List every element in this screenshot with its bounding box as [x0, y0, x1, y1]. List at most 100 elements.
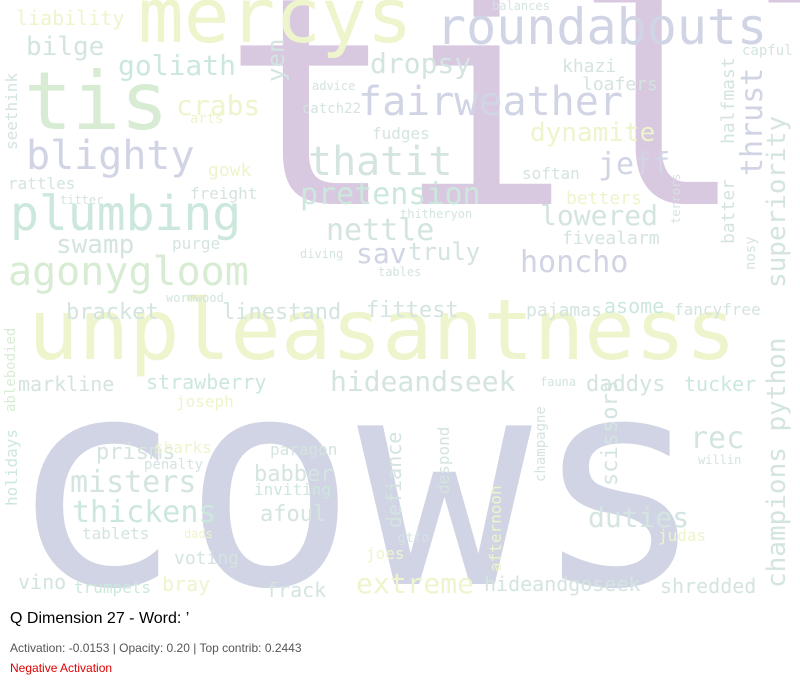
word-penalty: penalty: [144, 457, 204, 473]
word-babber: babber: [254, 462, 334, 487]
word-dropsy: dropsy: [370, 47, 472, 80]
word-holidays: holidays: [2, 428, 21, 506]
activation-stats: Activation: -0.0153 | Opacity: 0.20 | To…: [10, 641, 302, 655]
word-shredded: shredded: [660, 574, 757, 598]
word-gtfo: gtfo: [398, 531, 430, 546]
word-thrust: thrust: [735, 67, 770, 176]
word-rattles: rattles: [8, 174, 76, 193]
word-thickens: thickens: [72, 495, 217, 530]
word-loafers: loafers: [582, 74, 658, 95]
word-dynamite: dynamite: [530, 118, 656, 148]
word-arts: arts: [190, 111, 224, 127]
word-tablets: tablets: [82, 524, 150, 543]
word-thatit: thatit: [308, 139, 453, 185]
word-gowk: gowk: [208, 160, 252, 181]
word-liability: liability: [16, 6, 125, 30]
word-roundabouts: roundabouts: [436, 0, 768, 56]
word-seethink: seethink: [2, 72, 21, 150]
word-fairweather: fairweather: [358, 79, 623, 125]
word-tucker: tucker: [684, 372, 757, 396]
word-pajamas: pajamas: [526, 300, 602, 321]
word-hideandseek: hideandseek: [330, 365, 516, 398]
word-fivealarm: fivealarm: [562, 228, 660, 249]
word-capful: capful: [742, 43, 793, 59]
word-freight: freight: [190, 184, 258, 203]
word-daddys: daddys: [586, 372, 666, 397]
word-balances: balances: [492, 0, 550, 13]
word-sav: sav: [356, 237, 407, 270]
word-fudges: fudges: [372, 124, 430, 143]
word-ablebodied: ablebodied: [3, 327, 19, 412]
word-advice: advice: [312, 79, 356, 93]
word-vino: vino: [18, 570, 67, 594]
word-frack: frack: [266, 578, 327, 600]
word-plumbing: plumbing: [10, 186, 242, 242]
word-misters: misters: [70, 465, 197, 500]
word-softan: softan: [522, 164, 580, 183]
activation-sign-label: Negative Activation: [10, 661, 113, 675]
word-catch22: catch22: [302, 101, 362, 117]
word-agonygloom: agonygloom: [8, 249, 249, 295]
word-wormwood: wormwood: [166, 291, 224, 305]
word-champagne: champagne: [533, 406, 549, 482]
word-halfmast: halfmast: [718, 57, 739, 144]
word-afternoon: afternoon: [486, 485, 505, 572]
word-markline: markline: [18, 372, 115, 396]
word-thitheryon: thitheryon: [400, 207, 473, 221]
word-honcho: honcho: [520, 245, 629, 280]
figure-caption: Q Dimension 27 - Word: ’ Activation: -0.…: [10, 610, 790, 676]
word-goliath: goliath: [118, 49, 237, 82]
word-diving: diving: [300, 247, 344, 261]
word-judas: judas: [658, 526, 707, 545]
word-titter: titter: [60, 193, 104, 207]
word-pretension: pretension: [300, 177, 481, 212]
word-crabs: crabs: [176, 89, 261, 122]
word-duties: duties: [588, 501, 690, 534]
word-asome: asome: [604, 294, 665, 318]
word-bracket: bracket: [66, 300, 159, 325]
word-fancyfree: fancyfree: [674, 300, 761, 319]
word-sharks: sharks: [154, 438, 212, 457]
word-dads: dads: [184, 527, 213, 541]
word-bray: bray: [162, 572, 211, 596]
word-strawberry: strawberry: [146, 370, 267, 394]
word-lowered: lowered: [540, 199, 659, 232]
word-blighty: blighty: [26, 133, 195, 179]
word-afoul: afoul: [260, 502, 327, 527]
word-trumpets: trumpets: [74, 578, 152, 597]
word-tis: tis: [24, 55, 169, 148]
word-cows: cows: [8, 316, 707, 601]
word-swamp: swamp: [56, 230, 135, 260]
word-yen: yen: [262, 38, 290, 82]
word-nettle: nettle: [326, 213, 435, 248]
word-truly: truly: [408, 238, 481, 266]
word-nosy: nosy: [743, 236, 759, 270]
figure-title: Q Dimension 27 - Word: ’: [10, 610, 190, 627]
word-joseph: joseph: [176, 392, 234, 411]
word-till: till: [222, 0, 800, 273]
word-paragon: paragon: [270, 440, 338, 459]
word-tables: tables: [378, 265, 422, 279]
word-voting: voting: [174, 548, 240, 569]
word-champions-python: champions python: [762, 337, 792, 588]
word-inviting: inviting: [254, 480, 332, 499]
word-linestand: linestand: [222, 300, 342, 325]
word-fauna: fauna: [540, 375, 577, 389]
word-betters: betters: [566, 188, 642, 209]
word-prisms: prisms: [96, 440, 176, 465]
word-batter: batter: [718, 178, 739, 244]
word-joes: joes: [366, 544, 405, 563]
word-terrors: terrors: [669, 173, 683, 224]
word-extreme: extreme: [356, 567, 475, 600]
word-bilge: bilge: [26, 32, 105, 62]
word-defiance: defiance: [382, 431, 406, 528]
word-purge: purge: [172, 234, 221, 253]
word-jeff: jeff: [598, 147, 671, 182]
word-despond: despond: [434, 426, 453, 494]
word-rec: rec: [690, 421, 745, 456]
word-unpleasantness: unpleasantness: [28, 281, 737, 379]
word-willin: willin: [698, 453, 742, 467]
word-fittest: fittest: [366, 298, 459, 323]
word-khazi: khazi: [562, 56, 617, 77]
